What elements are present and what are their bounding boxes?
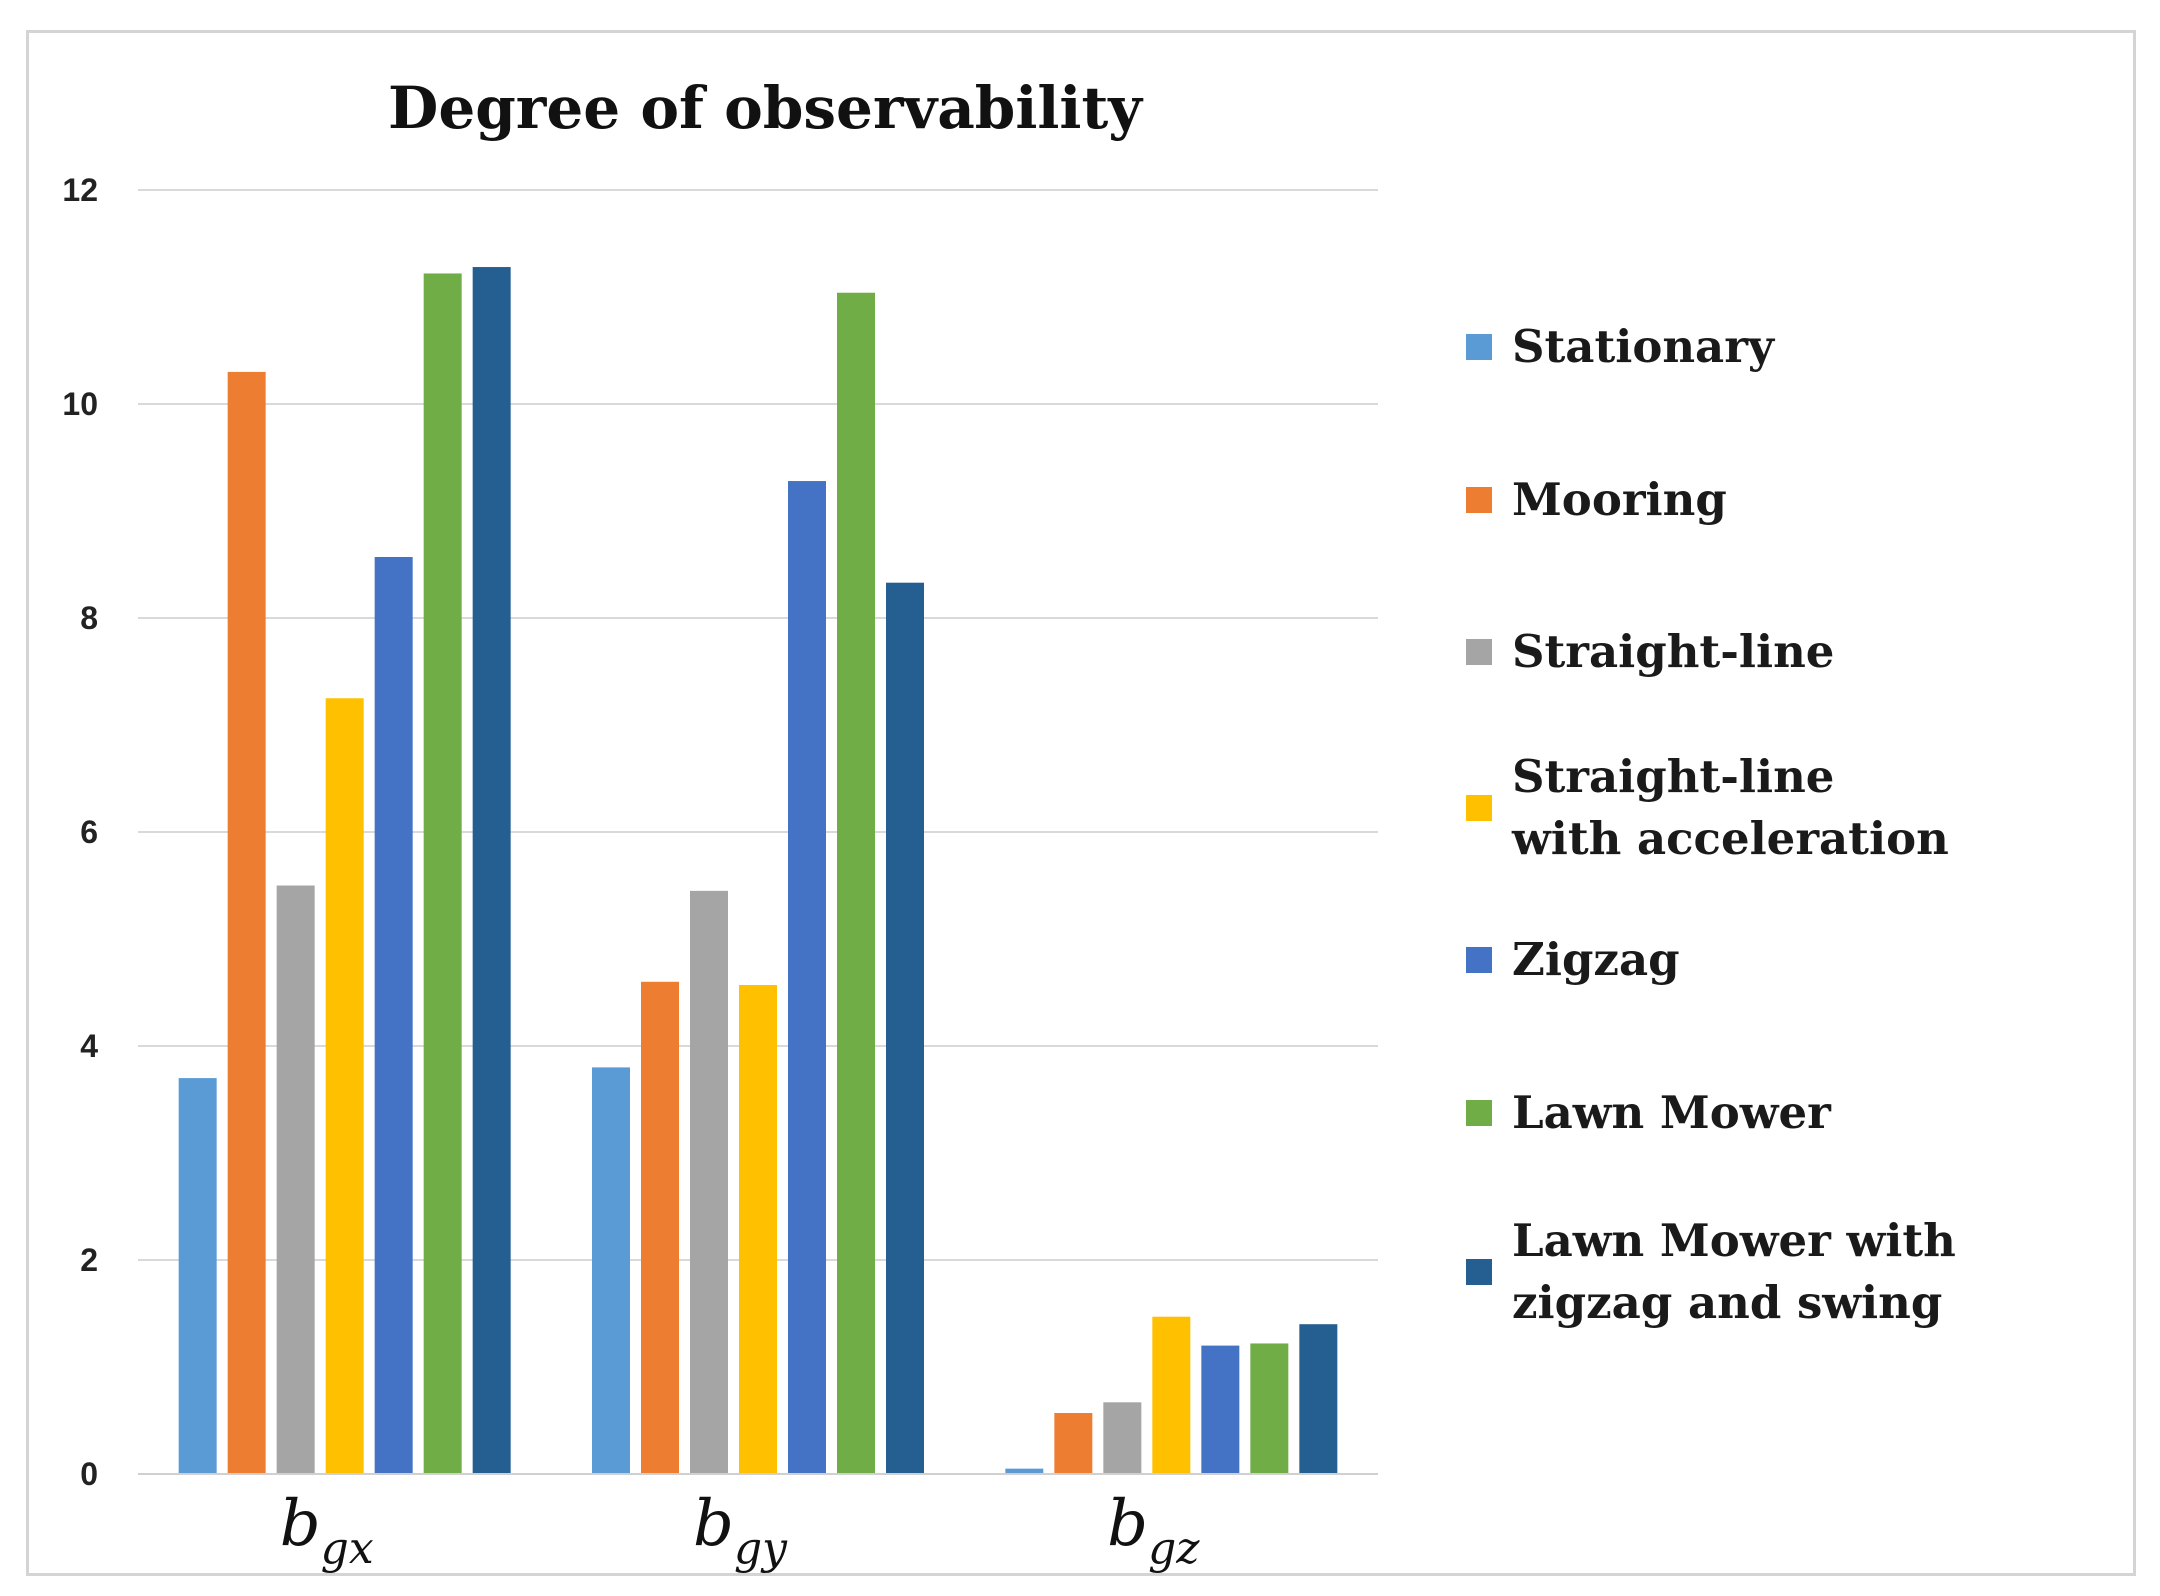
bar-stationary-gy xyxy=(592,1067,630,1474)
y-tick-label: 10 xyxy=(62,386,98,422)
legend-swatch xyxy=(1466,947,1492,973)
bar-mooring-gy xyxy=(641,981,679,1474)
category-subscript: gx xyxy=(321,1523,374,1574)
bar-straight-line-gy xyxy=(690,890,728,1474)
bar-stationary-gx xyxy=(178,1078,217,1474)
bar-zigzag-gz xyxy=(1201,1345,1240,1474)
legend-label: zigzag and swing xyxy=(1512,1276,1942,1329)
category-label-gy: bgy xyxy=(693,1487,788,1574)
y-tick-label: 6 xyxy=(80,814,98,850)
bar-lawn-mower-with-zigzag-and-swing-gz xyxy=(1299,1324,1338,1474)
bar-lawn-mower-with-zigzag-and-swing-gy xyxy=(886,582,924,1474)
bar-lawn-mower-gx xyxy=(423,273,462,1475)
legend-item-lawn-mower: Lawn Mower xyxy=(1466,1086,1832,1139)
legend-item-mooring: Mooring xyxy=(1466,473,1727,526)
legend-swatch xyxy=(1466,1259,1492,1285)
bar-lawn-mower-gz xyxy=(1250,1343,1289,1474)
category-labels: bgx bgy bgz xyxy=(280,1487,1201,1574)
legend-item-straight-line: Straight-line xyxy=(1466,625,1834,678)
bars xyxy=(178,267,1338,1475)
bar-straight-line-gx xyxy=(276,885,315,1474)
bar-straight-line-gz xyxy=(1103,1402,1142,1474)
legend-swatch xyxy=(1466,487,1492,513)
category-subscript: gz xyxy=(1148,1523,1200,1574)
legend-label: Mooring xyxy=(1512,473,1727,526)
y-tick-label: 0 xyxy=(80,1456,98,1492)
legend-label: with acceleration xyxy=(1511,812,1949,865)
category-base: b xyxy=(1107,1487,1148,1561)
legend-label: Zigzag xyxy=(1512,933,1680,986)
bar-zigzag-gx xyxy=(374,557,413,1474)
y-axis-ticks: 0 2 4 6 8 10 12 xyxy=(62,172,98,1492)
chart-title: Degree of observability xyxy=(388,74,1144,142)
legend-swatch xyxy=(1466,639,1492,665)
legend-label: Straight-line xyxy=(1512,750,1834,803)
bar-straight-line-with-acceleration-gx xyxy=(325,698,364,1474)
legend-swatch xyxy=(1466,1100,1492,1126)
y-tick-label: 12 xyxy=(62,172,98,208)
bar-mooring-gx xyxy=(227,371,266,1474)
bar-zigzag-gy xyxy=(788,481,826,1474)
legend-label: Stationary xyxy=(1512,320,1776,373)
category-label-gz: bgz xyxy=(1107,1487,1200,1574)
legend-item-stationary: Stationary xyxy=(1466,320,1776,373)
bar-mooring-gz xyxy=(1054,1413,1093,1474)
y-tick-label: 2 xyxy=(80,1242,98,1278)
legend-item-lawn-mower-with-zigzag-and-swing: Lawn Mower with zigzag and swing xyxy=(1466,1214,1956,1329)
legend-swatch xyxy=(1466,795,1492,821)
legend-swatch xyxy=(1466,334,1492,360)
category-base: b xyxy=(693,1487,734,1561)
legend-label: Lawn Mower with xyxy=(1512,1214,1956,1267)
category-label-gx: bgx xyxy=(280,1487,374,1574)
legend: StationaryMooringStraight-lineStraight-l… xyxy=(1466,320,1956,1329)
legend-label: Straight-line xyxy=(1512,625,1834,678)
legend-label: Lawn Mower xyxy=(1512,1086,1832,1139)
bar-straight-line-with-acceleration-gy xyxy=(739,985,777,1474)
category-subscript: gy xyxy=(734,1523,788,1574)
legend-item-zigzag: Zigzag xyxy=(1466,933,1680,986)
legend-item-straight-line-with-acceleration: Straight-line with acceleration xyxy=(1466,750,1949,865)
bar-lawn-mower-with-zigzag-and-swing-gx xyxy=(472,267,511,1474)
bar-straight-line-with-acceleration-gz xyxy=(1152,1316,1191,1474)
y-tick-label: 4 xyxy=(80,1028,98,1064)
y-tick-label: 8 xyxy=(80,600,98,636)
bar-lawn-mower-gy xyxy=(837,292,875,1475)
bar-stationary-gz xyxy=(1005,1468,1044,1474)
category-base: b xyxy=(280,1487,321,1561)
